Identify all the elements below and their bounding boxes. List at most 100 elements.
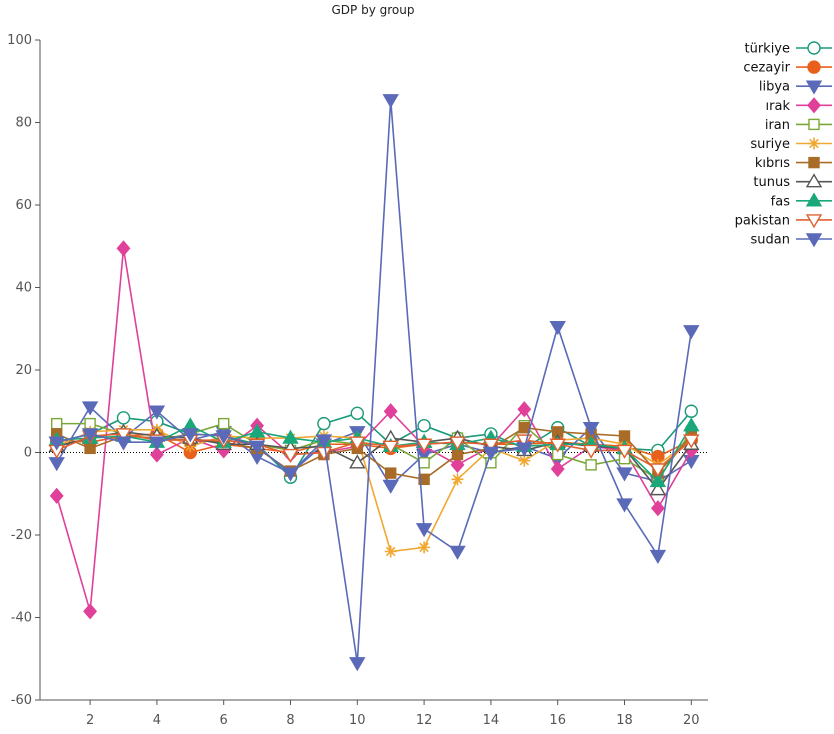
data-point [248, 423, 266, 438]
data-point [616, 467, 633, 482]
plot-area [48, 94, 700, 672]
legend-label: ırak [766, 99, 791, 114]
data-point [549, 320, 566, 336]
legend-label: türkiye [744, 42, 790, 57]
data-point [382, 94, 399, 109]
data-point [217, 417, 230, 430]
data-point [385, 467, 397, 479]
x-tick-label: 12 [416, 713, 433, 728]
y-tick-label: 20 [15, 363, 32, 378]
data-point [148, 405, 166, 420]
y-tick-label: 80 [15, 116, 32, 131]
data-point [418, 541, 431, 554]
legend-marker [808, 118, 820, 131]
data-point [349, 657, 366, 672]
data-point [518, 422, 530, 434]
x-tick-label: 8 [286, 713, 294, 728]
data-point [148, 436, 166, 451]
legend-marker [805, 192, 823, 207]
data-point [451, 473, 464, 486]
data-point [683, 434, 700, 449]
legend-label: fas [771, 194, 791, 209]
data-point [81, 428, 99, 443]
legend-label: pakistan [735, 213, 790, 228]
x-tick-label: 20 [683, 713, 700, 728]
legend-item: sudan [751, 233, 832, 248]
data-point [550, 460, 565, 478]
legend-item: türkiye [744, 41, 832, 57]
legend-label: kıbrıs [755, 156, 790, 171]
data-point [649, 549, 667, 565]
data-point [349, 436, 366, 451]
data-point [649, 481, 667, 496]
legend-item: fas [771, 192, 832, 209]
data-point [683, 417, 700, 432]
legend-marker [808, 156, 820, 169]
data-point [516, 442, 533, 457]
data-point [415, 438, 433, 453]
data-point [83, 603, 98, 620]
data-point [282, 429, 299, 444]
data-point [518, 454, 531, 467]
data-point [684, 404, 698, 418]
x-tick-label: 10 [349, 713, 366, 728]
data-point [49, 487, 64, 504]
data-point [317, 416, 331, 431]
data-point [449, 545, 466, 560]
data-point [48, 436, 65, 451]
axes: -60 -40 -20 0 20 40 60 80 100 2 4 6 8 10 12 14 16 18 20 [7, 33, 708, 728]
legend-marker [807, 60, 821, 74]
legend-label: cezayir [743, 61, 790, 76]
data-point [51, 417, 63, 430]
data-point [582, 444, 600, 459]
legend-marker [807, 41, 821, 55]
data-point [115, 436, 132, 451]
legend-item: kıbrıs [755, 156, 832, 171]
legend-item: ırak [766, 97, 832, 114]
legend-marker [805, 214, 823, 229]
legend-marker [805, 173, 823, 188]
data-point [383, 403, 398, 420]
data-point [616, 444, 633, 459]
legend-label: tunus [753, 175, 790, 190]
data-point [618, 430, 631, 442]
series-line [56, 99, 693, 663]
data-point [418, 473, 430, 486]
legend-item: suriye [750, 137, 832, 152]
data-point [350, 406, 364, 421]
data-point [450, 456, 465, 473]
data-point [182, 428, 199, 443]
x-tick-label: 4 [153, 713, 161, 728]
x-tick-label: 18 [616, 713, 633, 728]
y-tick-label: -60 [11, 693, 32, 708]
data-point [649, 463, 667, 478]
series-10 [48, 94, 700, 672]
legend-item: cezayir [743, 60, 832, 76]
data-point [282, 448, 299, 463]
x-tick-label: 14 [483, 713, 500, 728]
data-point [482, 446, 500, 461]
data-point [582, 422, 600, 437]
data-point [115, 428, 132, 443]
data-point [81, 401, 99, 416]
y-tick-label: -20 [11, 528, 32, 543]
x-tick-label: 6 [220, 713, 228, 728]
data-point [649, 472, 667, 488]
data-point [482, 438, 500, 453]
data-point [384, 545, 397, 558]
x-tick-label: 2 [86, 713, 94, 728]
data-point [549, 438, 566, 453]
legend-marker [808, 137, 820, 150]
data-point [449, 436, 466, 451]
data-point [415, 523, 433, 538]
data-point [683, 325, 700, 340]
data-point [215, 430, 232, 445]
legend-label: iran [765, 118, 790, 133]
legend-marker [805, 80, 823, 95]
data-point [417, 418, 431, 433]
legend-item: pakistan [735, 213, 832, 228]
data-point [650, 500, 665, 517]
data-point [382, 440, 399, 455]
data-point [382, 479, 399, 494]
